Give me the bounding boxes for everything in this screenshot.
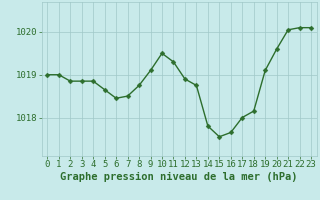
- X-axis label: Graphe pression niveau de la mer (hPa): Graphe pression niveau de la mer (hPa): [60, 172, 298, 182]
